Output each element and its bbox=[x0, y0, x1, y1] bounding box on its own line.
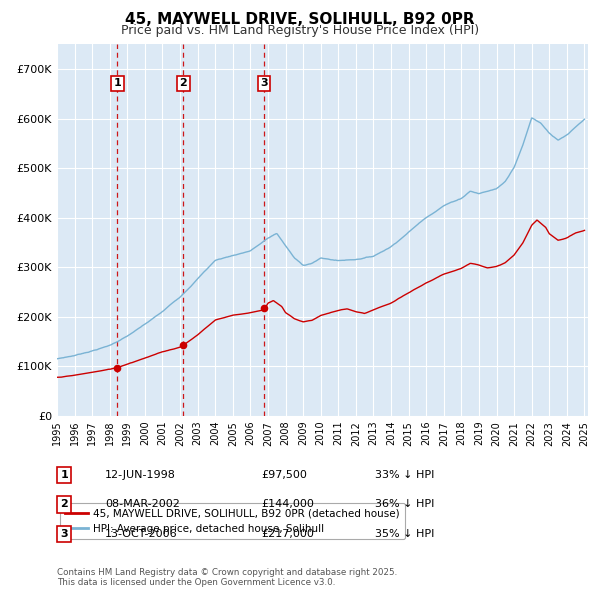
Text: 45, MAYWELL DRIVE, SOLIHULL, B92 0PR: 45, MAYWELL DRIVE, SOLIHULL, B92 0PR bbox=[125, 12, 475, 27]
Text: 35% ↓ HPI: 35% ↓ HPI bbox=[375, 529, 434, 539]
Text: 2: 2 bbox=[61, 500, 68, 509]
Text: 08-MAR-2002: 08-MAR-2002 bbox=[105, 500, 180, 509]
Text: 1: 1 bbox=[61, 470, 68, 480]
Text: 12-JUN-1998: 12-JUN-1998 bbox=[105, 470, 176, 480]
Text: Contains HM Land Registry data © Crown copyright and database right 2025.
This d: Contains HM Land Registry data © Crown c… bbox=[57, 568, 397, 587]
Text: £217,000: £217,000 bbox=[261, 529, 314, 539]
Legend: 45, MAYWELL DRIVE, SOLIHULL, B92 0PR (detached house), HPI: Average price, detac: 45, MAYWELL DRIVE, SOLIHULL, B92 0PR (de… bbox=[59, 503, 405, 539]
Text: 2: 2 bbox=[179, 78, 187, 88]
Text: 1: 1 bbox=[113, 78, 121, 88]
Text: 3: 3 bbox=[61, 529, 68, 539]
Text: Price paid vs. HM Land Registry's House Price Index (HPI): Price paid vs. HM Land Registry's House … bbox=[121, 24, 479, 37]
Text: 36% ↓ HPI: 36% ↓ HPI bbox=[375, 500, 434, 509]
Text: 13-OCT-2006: 13-OCT-2006 bbox=[105, 529, 178, 539]
Text: 3: 3 bbox=[260, 78, 268, 88]
Text: £97,500: £97,500 bbox=[261, 470, 307, 480]
Text: 33% ↓ HPI: 33% ↓ HPI bbox=[375, 470, 434, 480]
Text: £144,000: £144,000 bbox=[261, 500, 314, 509]
